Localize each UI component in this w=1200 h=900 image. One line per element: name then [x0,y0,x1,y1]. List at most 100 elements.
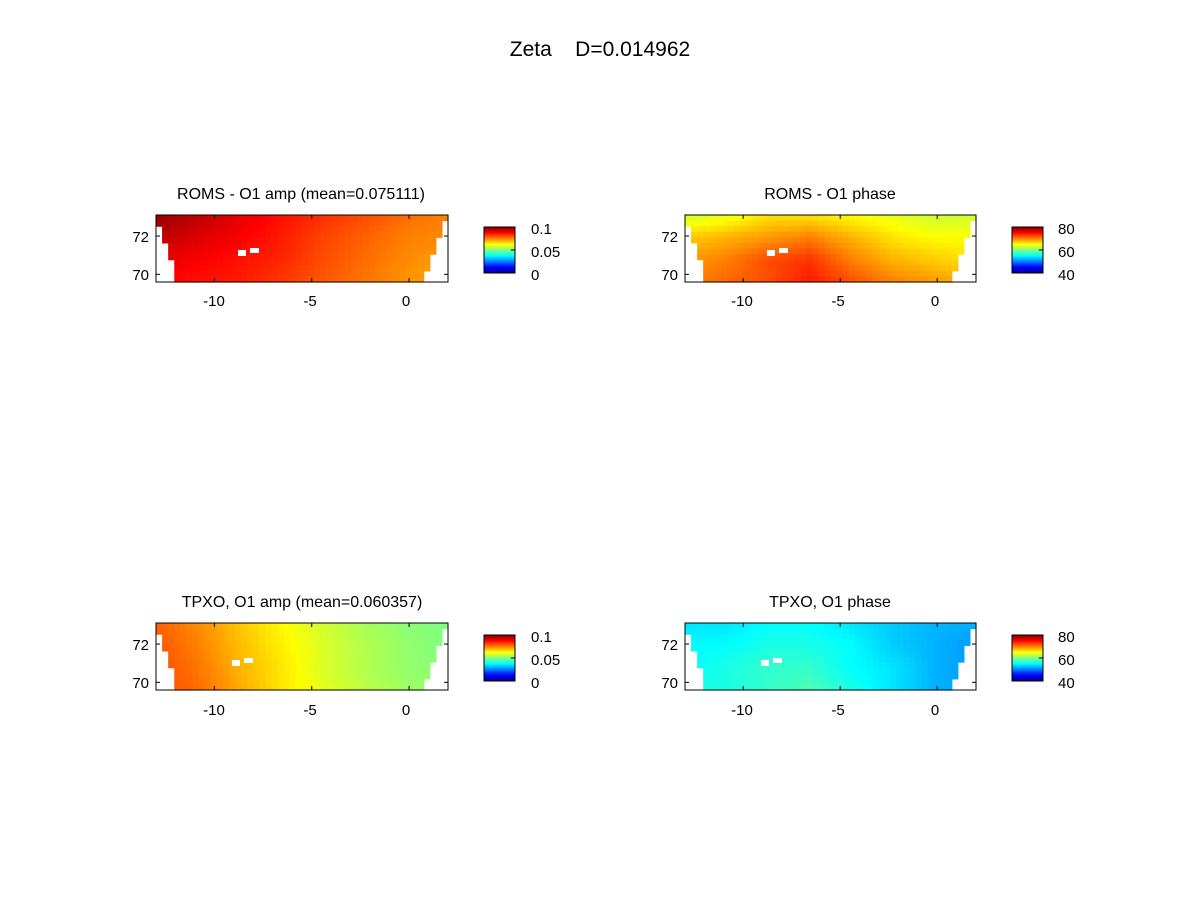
heatmap-cell [866,231,874,238]
heatmap-cell [812,220,819,227]
heatmap-cell [381,270,388,278]
heatmap-cell [939,623,947,630]
heatmap-cell [860,684,868,691]
heatmap-cell [860,242,868,250]
heatmap-cell [326,667,334,674]
heatmap-cell [168,215,175,222]
heatmap-cell [806,650,813,658]
heatmap-cell [945,226,953,233]
heatmap-cell [751,276,759,283]
heatmap-cell [715,650,722,658]
heatmap-cell [229,634,236,641]
heatmap-cell [721,662,729,669]
heatmap-cell [423,254,431,261]
heatmap-cell [295,684,303,691]
heatmap-cell [854,678,862,686]
heatmap-cell [253,254,261,261]
heatmap-cell [866,634,874,641]
heatmap-cell [751,220,759,227]
heatmap-cell [326,242,334,250]
heatmap-cell [879,684,886,691]
heatmap-cell [253,684,261,691]
heatmap-cell [897,673,904,680]
heatmap-cell [769,259,777,266]
heatmap-cell [915,662,923,669]
heatmap-cell [174,667,181,674]
heatmap-cell [818,254,826,261]
heatmap-cell [314,248,321,255]
heatmap-cell [265,259,273,266]
heatmap-cell [733,678,741,686]
heatmap-cell [879,678,886,686]
heatmap-cell [848,639,856,646]
heatmap-cell [860,662,868,669]
heatmap-cell [739,645,747,652]
heatmap-cell [848,220,856,227]
heatmap-cell [818,678,826,686]
heatmap-cell [824,270,832,278]
heatmap-cell [411,237,419,244]
heatmap-cell [933,673,941,680]
heatmap-cell [192,634,200,641]
figure-title: Zeta D=0.014962 [510,38,690,61]
heatmap-cell [198,237,206,244]
heatmap-cell [350,678,358,686]
heatmap-cell [709,220,716,227]
heatmap-cell [957,639,965,646]
heatmap-cell [891,684,898,691]
heatmap-cell [842,628,850,635]
heatmap-cell [387,265,394,272]
heatmap-cell [423,645,431,652]
heatmap-cell [836,259,844,266]
heatmap-cell [381,634,388,641]
heatmap-cell [204,226,212,233]
heatmap-cell [957,226,965,233]
heatmap-cell [253,242,261,250]
heatmap-cell [393,645,400,652]
heatmap-cell [818,667,826,674]
heatmap-cell [806,673,813,680]
heatmap-cell [302,656,309,663]
heatmap-cell [423,656,431,663]
heatmap-cell [247,628,254,635]
heatmap-cell [794,270,801,278]
heatmap-cell [775,242,783,250]
heatmap-cell [860,259,868,266]
heatmap-cell [387,667,394,674]
heatmap-cell [769,215,777,222]
heatmap-cell [241,231,248,238]
heatmap-cell [271,231,279,238]
heatmap-cell [727,248,735,255]
heatmap-cell [216,623,224,630]
heatmap-cell [368,276,376,283]
heatmap-cell [945,650,953,658]
heatmap-cell [921,226,929,233]
heatmap-cell [733,639,741,646]
heatmap-cell [332,270,340,278]
heatmap-cell [435,220,443,227]
heatmap-cell [915,248,923,255]
heatmap-cell [338,662,346,669]
heatmap-cell [727,237,735,244]
heatmap-cell [314,628,321,635]
heatmap-cell [405,242,413,250]
heatmap-cell [939,684,947,691]
heatmap-cell [302,248,309,255]
heatmap-cell [283,634,291,641]
heatmap-cell [295,634,303,641]
heatmap-cell [763,265,771,272]
heatmap-cell [302,220,309,227]
x-tick-label: -10 [731,702,753,719]
heatmap-cell [872,220,880,227]
heatmap-cell [915,645,923,652]
heatmap-cell [375,678,382,686]
heatmap-cell [338,215,346,222]
heatmap-cell [830,623,838,630]
heatmap-cell [350,231,358,238]
heatmap-cell [782,259,789,266]
heatmap-cell [727,678,735,686]
heatmap-cell [277,270,285,278]
heatmap-cell [222,634,230,641]
heatmap-cell [375,220,382,227]
heatmap-cell [277,684,285,691]
